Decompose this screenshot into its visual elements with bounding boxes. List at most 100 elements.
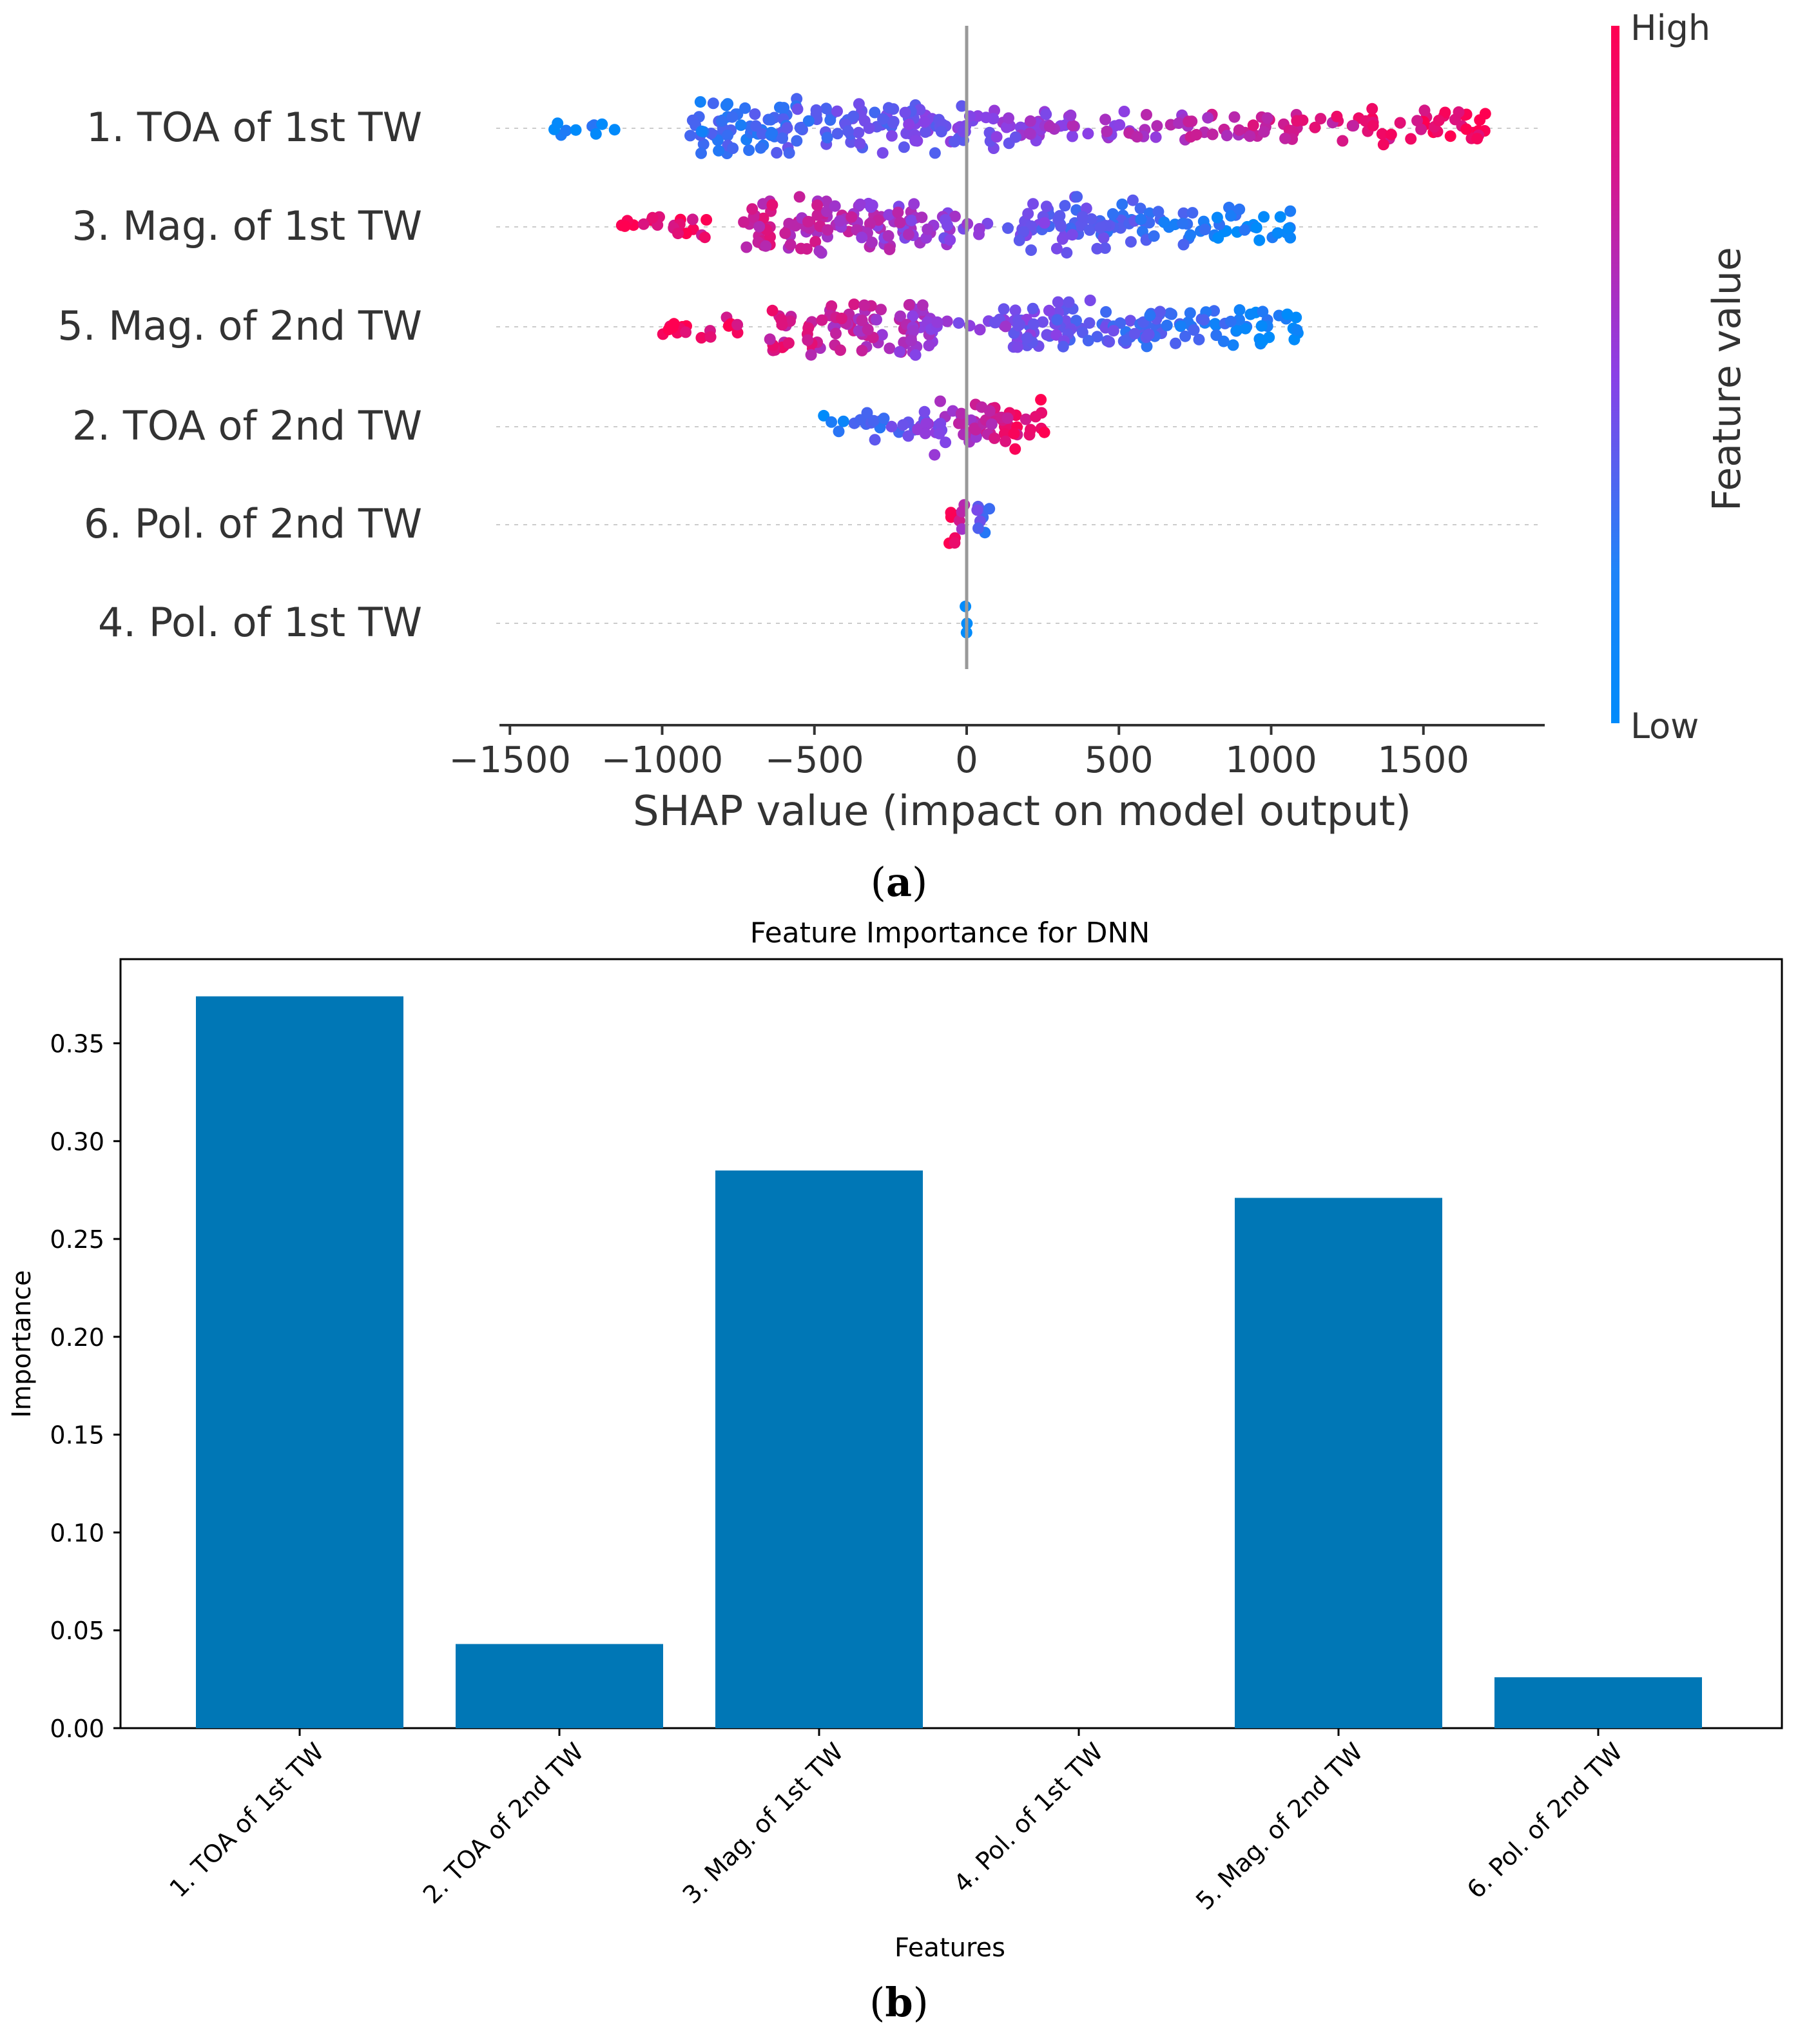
shap-point	[1027, 302, 1039, 315]
shap-point	[931, 316, 943, 328]
shap-point	[764, 333, 776, 346]
x-tick-label: 6. Pol. of 2nd TW	[1462, 1737, 1629, 1904]
shap-point	[805, 349, 817, 361]
shap-point	[900, 127, 913, 139]
shap-point	[1071, 191, 1083, 203]
shap-point	[715, 115, 728, 127]
x-tick-label: −1500	[449, 739, 571, 781]
shap-point	[1315, 113, 1327, 125]
y-axis-ticks: 0.00 0.05 0.10 0.15 0.20 0.25 0.30 0.35	[50, 1030, 121, 1743]
shap-point	[1177, 238, 1190, 251]
shap-point	[1055, 220, 1067, 232]
shap-point	[1151, 120, 1163, 132]
shap-point	[822, 224, 834, 236]
shap-point	[877, 113, 889, 125]
shap-point	[1009, 443, 1021, 455]
shap-point	[878, 413, 890, 425]
shap-point	[897, 419, 909, 431]
bar	[1494, 1677, 1702, 1728]
shap-point	[1114, 119, 1126, 131]
shap-point	[1367, 119, 1379, 131]
shap-point	[1051, 314, 1063, 326]
shap-point	[1128, 327, 1141, 340]
shap-point	[740, 241, 753, 253]
y-tick-label: 0.25	[50, 1225, 104, 1254]
shap-point	[1143, 328, 1155, 340]
chart-title: Feature Importance for DNN	[750, 917, 1150, 949]
shap-point	[884, 243, 896, 255]
shap-point	[791, 135, 803, 147]
shap-point	[1076, 211, 1088, 223]
shap-point	[1186, 207, 1199, 219]
y-axis-label: Importance	[7, 1270, 37, 1417]
shap-point	[722, 130, 734, 142]
shap-point	[934, 418, 947, 430]
shap-point	[810, 104, 822, 116]
shap-point	[842, 125, 854, 137]
shap-point	[1154, 306, 1166, 318]
shap-point	[1083, 224, 1096, 236]
y-tick-label: 0.10	[50, 1519, 104, 1547]
bar	[196, 996, 403, 1728]
shap-point	[1097, 232, 1110, 244]
shap-point	[991, 131, 1003, 143]
shap-point	[1008, 427, 1020, 440]
shap-point	[1221, 130, 1233, 142]
x-tick-label: 500	[1085, 739, 1154, 781]
shap-point	[735, 119, 747, 131]
shap-point	[771, 147, 783, 159]
shap-point	[1101, 125, 1113, 137]
shap-point	[885, 130, 898, 142]
shap-point	[869, 434, 881, 446]
shap-point	[680, 326, 691, 338]
shap-point	[1233, 124, 1245, 136]
shap-point	[1001, 412, 1014, 424]
shap-point	[1035, 394, 1047, 406]
feature-label: 6. Pol. of 2nd TW	[84, 500, 422, 547]
shap-point	[909, 135, 922, 147]
shap-point	[1041, 329, 1053, 341]
shap-point	[1040, 108, 1052, 121]
shap-point	[1067, 130, 1078, 142]
y-tick-label: 0.35	[50, 1030, 104, 1058]
shap-point	[1025, 244, 1037, 257]
shap-point	[1009, 131, 1021, 143]
shap-point	[794, 122, 806, 134]
shap-point	[882, 229, 894, 242]
shap-point	[697, 138, 710, 150]
shap-point	[1052, 296, 1064, 308]
shap-point	[871, 314, 882, 326]
shap-point	[918, 405, 931, 418]
shap-point	[1038, 217, 1050, 229]
x-tick-label: 0	[955, 739, 978, 781]
shap-point	[883, 209, 895, 221]
feature-importance-bar-chart: Feature Importance for DNN 0.000.050.100…	[7, 917, 1783, 2026]
shap-point	[1279, 132, 1291, 144]
shap-point	[1023, 128, 1036, 139]
shap-point	[894, 346, 906, 358]
shap-point	[749, 120, 762, 132]
shap-point	[809, 236, 822, 248]
y-tick-label: 0.30	[50, 1127, 104, 1156]
shap-point	[743, 144, 755, 156]
shap-point	[1126, 194, 1139, 206]
shap-point	[720, 99, 732, 112]
shap-points	[548, 93, 1491, 639]
shap-point	[1161, 319, 1173, 331]
shap-point	[919, 126, 931, 138]
shap-point	[1377, 139, 1389, 151]
shap-point	[820, 195, 833, 208]
shap-point	[1405, 133, 1417, 145]
shap-point	[892, 206, 904, 219]
shap-point	[1284, 205, 1297, 217]
shap-point	[763, 113, 775, 126]
shap-point	[1282, 222, 1295, 235]
shap-point	[1271, 227, 1284, 239]
shap-point	[684, 130, 696, 142]
shap-point	[916, 211, 928, 224]
shap-point	[1202, 112, 1214, 124]
shap-point	[590, 128, 602, 140]
x-tick-label: 1000	[1225, 739, 1317, 781]
shap-point	[934, 395, 946, 407]
shap-point	[811, 209, 824, 221]
